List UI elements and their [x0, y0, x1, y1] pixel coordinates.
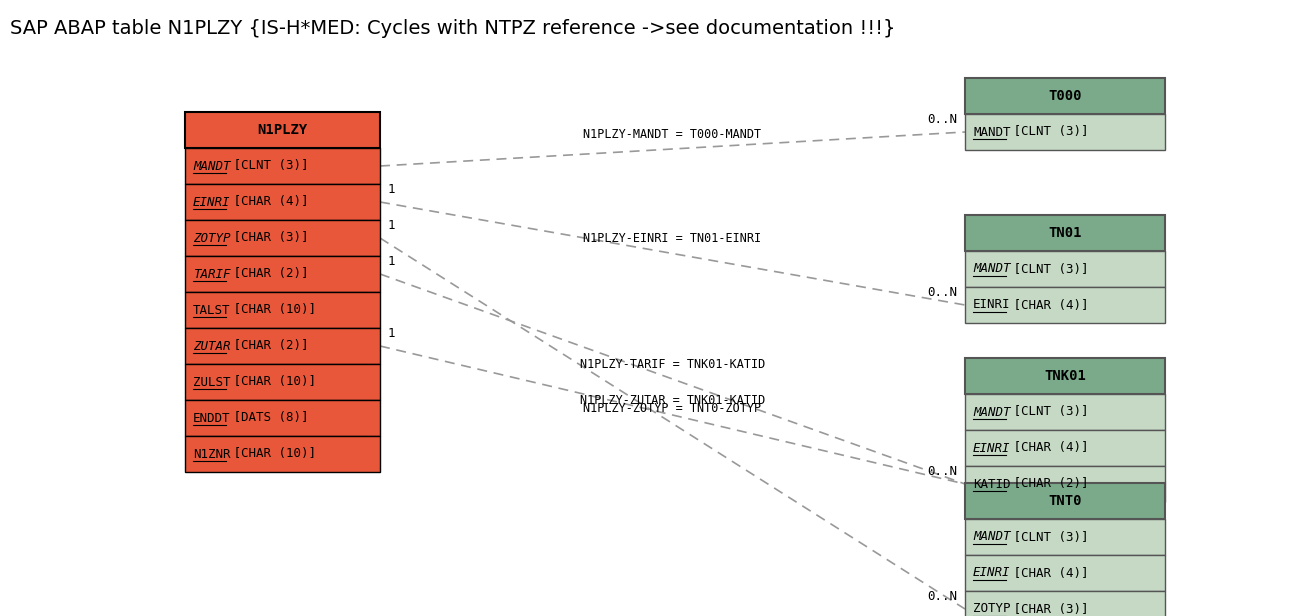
Text: N1PLZY-MANDT = T000-MANDT: N1PLZY-MANDT = T000-MANDT [584, 128, 762, 141]
Text: EINRI: EINRI [192, 195, 231, 208]
Bar [964, 215, 1164, 251]
Text: [CLNT (3)]: [CLNT (3)] [1006, 262, 1088, 275]
Bar [185, 436, 380, 472]
Text: N1PLZY-TARIF = TNK01-KATID: N1PLZY-TARIF = TNK01-KATID [580, 358, 766, 371]
Bar [185, 328, 380, 364]
Text: 0..N: 0..N [927, 286, 957, 299]
Text: 1: 1 [389, 327, 395, 340]
Text: [CLNT (3)]: [CLNT (3)] [1006, 405, 1088, 418]
Text: MANDT: MANDT [973, 530, 1011, 543]
Bar [185, 112, 380, 148]
Bar [185, 256, 380, 292]
Bar [185, 364, 380, 400]
Bar [964, 78, 1164, 114]
Text: ZOTYP: ZOTYP [192, 232, 231, 245]
Text: MANDT: MANDT [192, 160, 231, 172]
Bar [964, 114, 1164, 150]
Text: ENDDT: ENDDT [192, 411, 231, 424]
Text: [CHAR (10)]: [CHAR (10)] [226, 447, 315, 461]
Text: EINRI: EINRI [973, 567, 1011, 580]
Bar [185, 148, 380, 184]
Text: 0..N: 0..N [927, 590, 957, 603]
Text: [CHAR (3)]: [CHAR (3)] [226, 232, 309, 245]
Text: N1PLZY: N1PLZY [257, 123, 307, 137]
Text: ZOTYP: ZOTYP [973, 602, 1011, 615]
Text: N1PLZY-ZOTYP = TNT0-ZOTYP: N1PLZY-ZOTYP = TNT0-ZOTYP [584, 402, 762, 416]
Bar [964, 483, 1164, 519]
Text: ZULST: ZULST [192, 376, 231, 389]
Text: EINRI: EINRI [973, 442, 1011, 455]
Bar [964, 358, 1164, 394]
Bar [964, 519, 1164, 555]
Text: [CHAR (2)]: [CHAR (2)] [226, 339, 309, 352]
Text: [CLNT (3)]: [CLNT (3)] [226, 160, 309, 172]
Text: [DATS (8)]: [DATS (8)] [226, 411, 309, 424]
Text: [CHAR (4)]: [CHAR (4)] [1006, 567, 1088, 580]
Bar [964, 394, 1164, 430]
Text: N1PLZY-ZUTAR = TNK01-KATID: N1PLZY-ZUTAR = TNK01-KATID [580, 394, 766, 407]
Text: TN01: TN01 [1048, 226, 1082, 240]
Text: MANDT: MANDT [973, 405, 1011, 418]
Text: MANDT: MANDT [973, 126, 1011, 139]
Text: N1ZNR: N1ZNR [192, 447, 231, 461]
Bar [964, 430, 1164, 466]
Bar [185, 292, 380, 328]
Bar [964, 591, 1164, 616]
Text: [CLNT (3)]: [CLNT (3)] [1006, 530, 1088, 543]
Bar [964, 555, 1164, 591]
Text: KATID: KATID [973, 477, 1011, 490]
Text: EINRI: EINRI [973, 299, 1011, 312]
Text: [CHAR (2)]: [CHAR (2)] [1006, 477, 1088, 490]
Bar [964, 287, 1164, 323]
Text: 1: 1 [389, 219, 395, 232]
Text: T000: T000 [1048, 89, 1082, 103]
Bar [964, 466, 1164, 502]
Text: SAP ABAP table N1PLZY {IS-H*MED: Cycles with NTPZ reference ->see documentation : SAP ABAP table N1PLZY {IS-H*MED: Cycles … [10, 18, 896, 38]
Bar [185, 400, 380, 436]
Text: 0..N: 0..N [927, 113, 957, 126]
Text: 0..N: 0..N [927, 465, 957, 478]
Text: 1: 1 [389, 255, 395, 268]
Text: [CHAR (10)]: [CHAR (10)] [226, 304, 315, 317]
Text: [CHAR (10)]: [CHAR (10)] [226, 376, 315, 389]
Bar [185, 184, 380, 220]
Text: TNK01: TNK01 [1044, 369, 1086, 383]
Text: [CHAR (4)]: [CHAR (4)] [1006, 299, 1088, 312]
Text: TALST: TALST [192, 304, 231, 317]
Text: N1PLZY-EINRI = TN01-EINRI: N1PLZY-EINRI = TN01-EINRI [584, 232, 762, 246]
Text: [CHAR (2)]: [CHAR (2)] [226, 267, 309, 280]
Bar [185, 220, 380, 256]
Text: ZUTAR: ZUTAR [192, 339, 231, 352]
Bar [964, 251, 1164, 287]
Text: TARIF: TARIF [192, 267, 231, 280]
Text: TNT0: TNT0 [1048, 494, 1082, 508]
Text: [CLNT (3)]: [CLNT (3)] [1006, 126, 1088, 139]
Text: 1: 1 [389, 183, 395, 196]
Text: [CHAR (4)]: [CHAR (4)] [1006, 442, 1088, 455]
Text: MANDT: MANDT [973, 262, 1011, 275]
Text: [CHAR (4)]: [CHAR (4)] [226, 195, 309, 208]
Text: [CHAR (3)]: [CHAR (3)] [1006, 602, 1088, 615]
